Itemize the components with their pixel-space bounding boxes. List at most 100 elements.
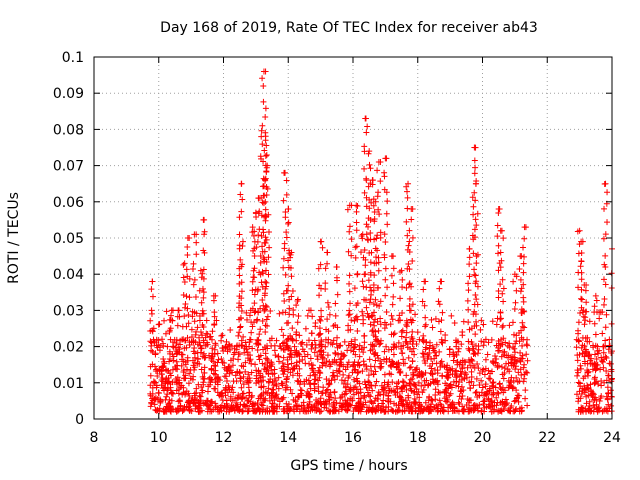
data-point [184, 305, 191, 312]
data-point [233, 378, 240, 385]
data-point [375, 355, 382, 362]
data-point [492, 352, 499, 359]
data-point [499, 384, 506, 391]
data-point [207, 374, 214, 381]
data-point [408, 319, 415, 326]
data-point [259, 317, 266, 324]
data-point [211, 346, 218, 353]
data-point [266, 337, 273, 344]
data-point [466, 245, 473, 252]
data-point [480, 321, 487, 328]
data-point [255, 232, 262, 239]
data-point [520, 364, 527, 371]
data-point [377, 315, 384, 322]
y-tick-label: 0.1 [62, 50, 84, 66]
data-point [459, 332, 466, 339]
data-point [520, 260, 527, 267]
data-point [283, 177, 290, 184]
data-point [149, 293, 156, 300]
data-point [199, 373, 206, 380]
data-point [256, 356, 263, 363]
data-point [340, 353, 347, 360]
data-point [189, 313, 196, 320]
data-point [409, 369, 416, 376]
data-point [602, 337, 609, 344]
data-point [473, 296, 480, 303]
data-point [305, 390, 312, 397]
data-point [480, 366, 487, 373]
data-point [438, 317, 445, 324]
data-point [215, 356, 222, 363]
data-point [384, 221, 391, 228]
data-point [605, 401, 612, 408]
data-point [275, 395, 282, 402]
data-point [464, 396, 471, 403]
data-point [155, 389, 162, 396]
data-point [474, 251, 481, 258]
data-point [598, 357, 605, 364]
data-point [226, 386, 233, 393]
data-point [318, 313, 325, 320]
data-point [163, 308, 170, 315]
data-point [422, 399, 429, 406]
data-point [420, 332, 427, 339]
data-point [384, 381, 391, 388]
data-point [295, 378, 302, 385]
data-point [280, 394, 287, 401]
data-point [381, 348, 388, 355]
data-point [524, 357, 531, 364]
data-point [363, 231, 370, 238]
data-point [184, 334, 191, 341]
data-point [184, 235, 191, 241]
data-point [370, 332, 377, 339]
data-point [173, 387, 180, 394]
data-point [245, 351, 252, 358]
data-point [339, 404, 346, 411]
data-point [440, 407, 447, 414]
data-point [585, 385, 592, 392]
data-point [166, 370, 173, 377]
data-point [377, 321, 384, 328]
data-point [576, 227, 583, 234]
data-point [258, 232, 265, 239]
data-point [367, 259, 374, 266]
data-point [248, 394, 255, 401]
data-point [387, 321, 394, 328]
data-point [368, 249, 375, 256]
data-point [149, 278, 156, 285]
y-tick-label: 0.04 [53, 267, 84, 283]
data-point [260, 68, 267, 75]
data-point [332, 350, 339, 357]
data-point [311, 337, 318, 344]
data-point [383, 343, 390, 350]
data-point [225, 363, 232, 370]
data-point [403, 334, 410, 341]
data-point [521, 324, 528, 331]
data-point [382, 292, 389, 299]
data-point [474, 394, 481, 401]
data-point [394, 407, 401, 414]
data-point [237, 256, 244, 263]
data-point [308, 342, 315, 349]
data-point [367, 236, 374, 243]
data-point [270, 404, 277, 411]
data-point [382, 276, 389, 283]
data-point [159, 336, 166, 343]
data-point [521, 308, 528, 315]
data-point [316, 282, 323, 289]
data-point [429, 397, 436, 404]
data-point [405, 394, 412, 401]
data-point [520, 336, 527, 343]
data-point [578, 286, 585, 293]
data-point [348, 252, 355, 259]
data-point [357, 399, 364, 406]
data-point [351, 359, 358, 366]
data-point [412, 382, 419, 389]
data-point [407, 338, 414, 345]
data-point [365, 277, 372, 284]
data-point [342, 384, 349, 391]
data-point [156, 347, 163, 354]
data-point [164, 343, 171, 350]
data-point [520, 281, 527, 288]
data-point [253, 317, 260, 324]
